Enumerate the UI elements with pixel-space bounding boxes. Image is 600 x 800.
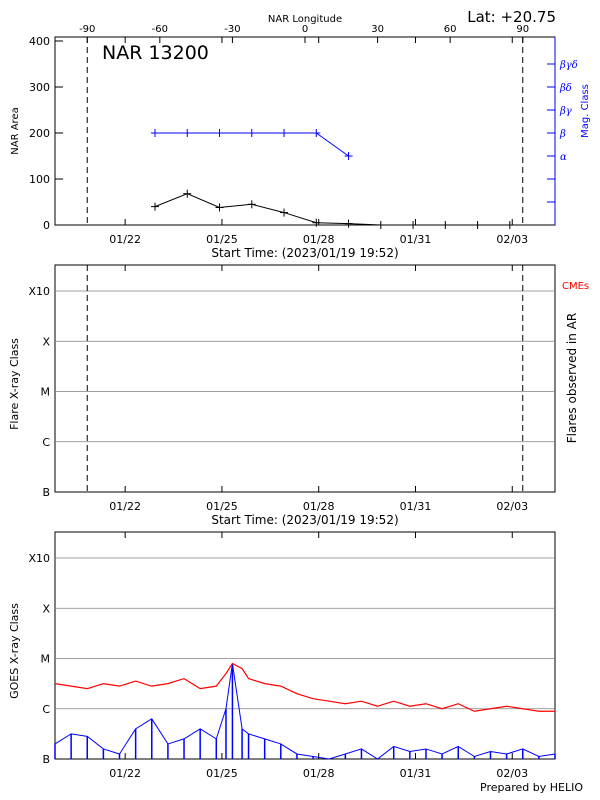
x-tick-label: 01/28 [303, 767, 335, 780]
longitude-tick-label: 0 [302, 24, 308, 35]
x-tick-label: 01/22 [109, 233, 141, 246]
y-tick-label: 200 [29, 127, 50, 140]
x-tick-label: 01/31 [400, 233, 432, 246]
nar-area-axis-label: NAR Area [10, 107, 21, 154]
x-tick-label: 01/25 [206, 767, 238, 780]
mag_class-point [344, 152, 353, 160]
prepared-by-credit: Prepared by HELIO [480, 781, 583, 794]
flares-observed-axis-label: Flares observed in AR [565, 313, 579, 443]
area-point [247, 200, 256, 209]
goes-class-tick-label: X10 [28, 552, 50, 565]
area-line [154, 193, 510, 226]
longitude-tick-label: -60 [152, 24, 168, 35]
area-point [280, 208, 289, 217]
flare-class-tick-label: M [41, 386, 51, 399]
y-tick-label: 0 [43, 219, 50, 232]
x-tick-label: 02/03 [496, 500, 528, 513]
goes-short-channel-line [54, 663, 556, 760]
mag-class-tick-label: β [559, 129, 566, 140]
flare-class-tick-label: C [42, 436, 50, 449]
mag_class-point [183, 129, 192, 137]
mag_class-point [215, 129, 224, 137]
latitude-label: Lat: +20.75 [467, 8, 556, 26]
goes-xray-panel: GOES X-ray Class B C M X X10 01/22 01/25 01/28 0… [8, 531, 556, 780]
x-tick-label: 01/31 [400, 500, 432, 513]
area-point [344, 219, 353, 228]
mag-class-axis-label: Mag. Class [580, 84, 591, 138]
goes-class-tick-label: C [42, 703, 50, 716]
goes-plot-frame [54, 531, 556, 760]
mag_class-point [280, 129, 289, 137]
area-point [473, 221, 482, 229]
area-point [441, 221, 450, 229]
mag_class-point [151, 129, 159, 137]
x-tick-label: 01/25 [206, 233, 238, 246]
flare-class-panel: Flare X-ray Class Flares observed in AR … [8, 264, 589, 527]
y-tick-label: 400 [29, 35, 50, 48]
goes-class-axis-label: GOES X-ray Class [8, 603, 21, 699]
longitude-tick-label: 60 [444, 24, 457, 35]
nar-title: NAR 13200 [102, 42, 209, 64]
area-point [409, 221, 418, 229]
nar-area-panel: NAR 13200 NAR Longitude NAR Area Mag. Cl… [10, 14, 591, 260]
mag-class-tick-label: α [560, 152, 567, 163]
goes-long-channel-line [54, 662, 555, 712]
y-tick-label: 100 [29, 173, 50, 186]
x-tick-label: 02/03 [496, 233, 528, 246]
nar-start-time-label: Start Time: (2023/01/19 19:52) [211, 246, 398, 260]
goes-class-tick-label: M [41, 653, 51, 666]
mag-class-tick-label: βγδ [559, 60, 578, 71]
flare-start-time-label: Start Time: (2023/01/19 19:52) [211, 513, 398, 527]
flare-class-axis-label: Flare X-ray Class [8, 338, 21, 430]
flare-class-tick-label: X10 [28, 285, 50, 298]
x-tick-label: 01/22 [109, 500, 141, 513]
x-tick-label: 01/22 [109, 767, 141, 780]
nar-longitude-axis-label: NAR Longitude [268, 14, 342, 25]
mag_class-point [312, 129, 321, 137]
area-point [215, 203, 224, 212]
longitude-tick-label: 30 [371, 24, 384, 35]
area-point [151, 202, 159, 211]
area-point [312, 218, 321, 227]
x-tick-label: 02/03 [496, 767, 528, 780]
y-tick-label: 300 [29, 81, 50, 94]
x-tick-label: 01/25 [206, 500, 238, 513]
longitude-tick-label: -30 [224, 24, 240, 35]
nar-plot-frame [54, 36, 556, 226]
longitude-tick-label: 90 [516, 24, 529, 35]
flare-plot-frame [54, 264, 556, 493]
flare-class-tick-label: X [42, 335, 50, 348]
mag-class-tick-label: βδ [559, 83, 572, 94]
mag_class-point [247, 129, 256, 137]
longitude-tick-label: -90 [79, 24, 95, 35]
x-tick-label: 01/28 [303, 500, 335, 513]
area-point [505, 221, 514, 229]
goes-class-tick-label: X [42, 602, 50, 615]
x-tick-label: 01/28 [303, 233, 335, 246]
flare-class-tick-label: B [42, 486, 50, 499]
area-point [183, 189, 192, 198]
goes-class-tick-label: B [42, 753, 50, 766]
x-tick-label: 01/31 [400, 767, 432, 780]
mag-class-tick-label: βγ [559, 106, 572, 117]
area-point [376, 221, 385, 229]
cmes-legend-label: CMEs [562, 281, 589, 292]
